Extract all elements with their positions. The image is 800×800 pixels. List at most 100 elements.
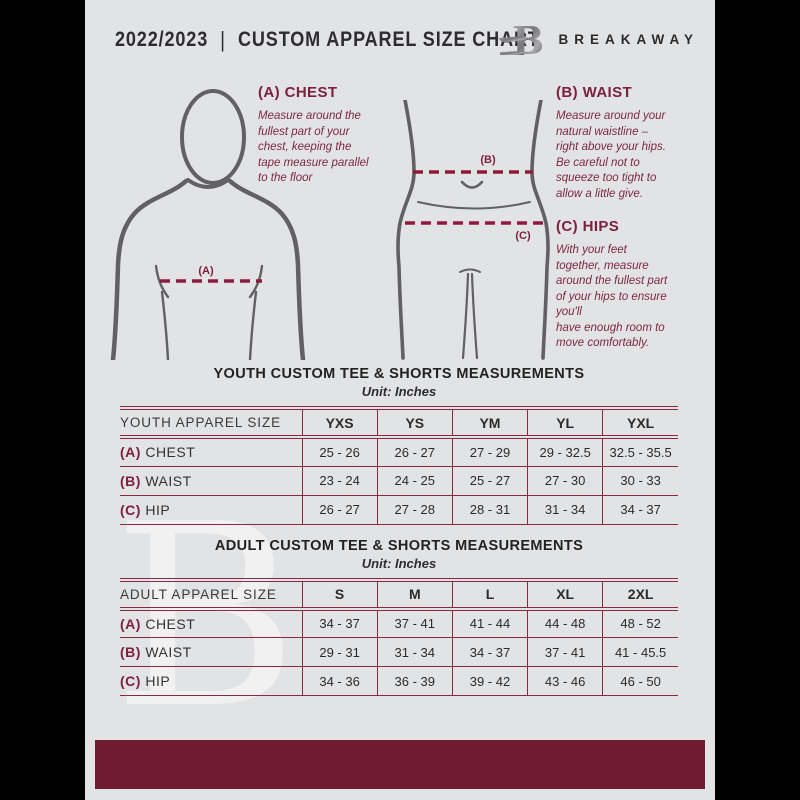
right-inner-leg	[470, 272, 479, 360]
footer-accent-bar	[95, 740, 705, 789]
measurement-value: 34 - 36	[301, 666, 378, 696]
measurement-value: 23 - 24	[301, 466, 378, 495]
table-row: (B) WAIST 23 - 24 24 - 25 25 - 27 27 - 30 30 …	[120, 466, 678, 495]
measurement-value: 31 - 34	[527, 495, 603, 524]
youth-table-group: YOUTH CUSTOM TEE & SHORTS MEASUREMENTS U…	[120, 366, 678, 525]
measurement-value: 46 - 50	[602, 666, 678, 696]
youth-size-table: YOUTH APPAREL SIZE YXS YS YM YL YXL (A) CHEST 2…	[120, 406, 678, 525]
chest-heading: (A) CHEST	[258, 84, 338, 101]
measurement-value: 27 - 29	[451, 437, 528, 466]
measurement-value: 44 - 48	[527, 608, 603, 638]
row-prefix: (B)	[120, 644, 141, 660]
chest-instruction: (A) CHEST Measure around the fullest par…	[258, 84, 408, 187]
hips-heading: (C) HIPS	[556, 218, 620, 235]
brand-name: BREAKAWAY	[558, 31, 699, 47]
measurement-value: 37 - 41	[527, 637, 603, 667]
neck-line	[186, 178, 230, 189]
measurement-value: 34 - 37	[602, 495, 678, 524]
hips-instruction: (C) HIPS With your feet together, measur…	[556, 218, 706, 352]
measurement-value: 36 - 39	[376, 666, 453, 696]
row-prefix: (B)	[120, 472, 141, 489]
youth-table-title: YOUTH CUSTOM TEE & SHORTS MEASUREMENTS	[213, 366, 585, 382]
size-label: S	[301, 579, 378, 609]
left-torso-side	[396, 100, 416, 360]
measurement-row-label: (A) CHEST	[120, 615, 196, 632]
measurement-row-label: (B) WAIST	[120, 644, 192, 660]
size-label: YXS	[301, 408, 378, 437]
measurement-value: 27 - 28	[376, 495, 453, 524]
size-chart-page: 2022/2023 | CUSTOM APPAREL SIZE CHART B …	[85, 0, 715, 800]
measurement-value: 39 - 42	[451, 666, 528, 696]
lower-body-figure: (B) (C)	[396, 100, 550, 360]
measurement-value: 34 - 37	[301, 608, 378, 638]
size-label: L	[451, 579, 528, 609]
waist-instruction: (B) WAIST Measure around your natural wa…	[556, 84, 706, 202]
table-row: (A) CHEST 34 - 37 37 - 41 41 - 44 44 - 48 48 …	[120, 608, 678, 638]
measurement-value: 27 - 30	[527, 466, 603, 495]
measurement-value: 31 - 34	[376, 637, 453, 667]
measurement-value: 30 - 33	[602, 466, 678, 495]
right-inner-arm	[248, 290, 258, 360]
measurement-value: 25 - 26	[301, 437, 378, 466]
size-label: XL	[527, 579, 603, 609]
hip-marker-label: (C)	[515, 230, 531, 242]
right-torso-side	[530, 100, 550, 360]
size-column-header: YOUTH APPAREL SIZE	[120, 415, 281, 430]
measurement-value: 29 - 31	[301, 637, 378, 667]
adult-table-title: ADULT CUSTOM TEE & SHORTS MEASUREMENTS	[214, 537, 584, 554]
measurement-value: 25 - 27	[451, 466, 528, 495]
measurement-value: 28 - 31	[451, 495, 528, 524]
measurement-value: 37 - 41	[376, 608, 453, 638]
right-armpit	[248, 264, 264, 299]
size-column-header: ADULT APPAREL SIZE	[120, 586, 277, 602]
measurement-value: 26 - 27	[376, 437, 453, 466]
waist-marker-label: (B)	[480, 154, 496, 166]
left-inner-leg	[461, 272, 470, 360]
waist-body-text: Measure around your natural waistline – …	[556, 110, 666, 200]
size-label: YL	[527, 408, 603, 437]
measurement-value: 26 - 27	[301, 495, 378, 524]
size-label: YM	[451, 408, 528, 437]
measurement-value: 24 - 25	[376, 466, 453, 495]
size-label: 2XL	[602, 579, 678, 609]
youth-table-unit: Unit: Inches	[361, 384, 437, 399]
row-prefix: (A)	[120, 444, 141, 461]
table-row: (C) HIP 26 - 27 27 - 28 28 - 31 31 - 34 34 - …	[120, 495, 678, 524]
measurement-value: 32.5 - 35.5	[602, 437, 678, 466]
left-inner-arm	[160, 290, 170, 360]
navel-line	[460, 180, 484, 189]
upper-body-figure: (A)	[110, 89, 306, 360]
chest-marker-label: (A)	[198, 265, 214, 277]
adult-table-unit: Unit: Inches	[361, 555, 437, 571]
adult-size-table: ADULT APPAREL SIZE S M L XL 2XL (A) CHEST 34 - …	[120, 578, 678, 697]
measurement-value: 43 - 46	[527, 666, 603, 696]
measurement-row-label: (C) HIP	[120, 673, 171, 689]
crotch-line	[459, 268, 481, 273]
row-prefix: (C)	[120, 501, 141, 518]
size-label: M	[376, 579, 453, 609]
header-divider: |	[220, 27, 226, 52]
measurement-row-label: (A) CHEST	[120, 444, 196, 461]
right-shoulder-arm	[227, 178, 306, 360]
season-label: 2022/2023	[115, 28, 209, 51]
header-title-group: 2022/2023 | CUSTOM APPAREL SIZE CHART	[115, 27, 540, 53]
waist-heading: (B) WAIST	[556, 84, 633, 101]
adult-table-group: ADULT CUSTOM TEE & SHORTS MEASUREMENTS U…	[120, 538, 678, 697]
measurement-row-label: (B) WAIST	[120, 472, 192, 489]
row-prefix: (A)	[120, 615, 141, 632]
page-title: CUSTOM APPAREL SIZE CHART	[237, 28, 540, 51]
measurement-value: 48 - 52	[602, 608, 678, 638]
hips-body-text: With your feet together, measure around …	[556, 244, 668, 349]
measurement-value: 34 - 37	[451, 637, 528, 667]
breakaway-logo-icon: B	[498, 18, 545, 60]
left-shoulder-arm	[110, 178, 189, 360]
row-prefix: (C)	[120, 673, 141, 689]
measurement-value: 41 - 44	[451, 608, 528, 638]
measurement-value: 29 - 32.5	[527, 437, 603, 466]
head-outline	[180, 89, 246, 185]
table-row: (C) HIP 34 - 36 36 - 39 39 - 42 43 - 46 46 - …	[120, 666, 678, 696]
size-tables-section: YOUTH CUSTOM TEE & SHORTS MEASUREMENTS U…	[120, 366, 678, 696]
table-row: (A) CHEST 25 - 26 26 - 27 27 - 29 29 - 32.5 3…	[120, 437, 678, 466]
chest-body-text: Measure around the fullest part of your …	[258, 110, 369, 184]
